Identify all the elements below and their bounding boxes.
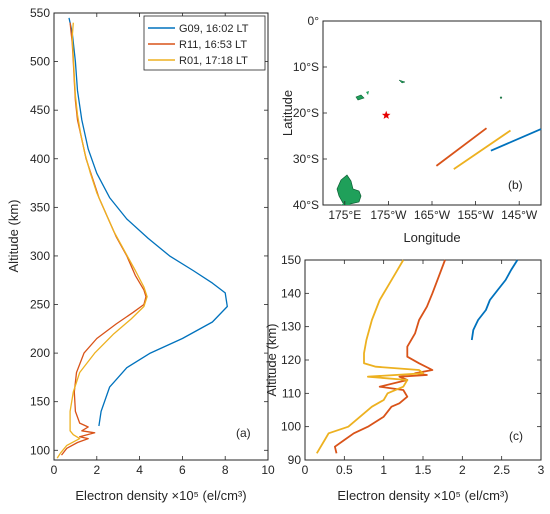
panel-b-ytick-label: 0°	[308, 14, 320, 28]
panel-a-ytick-label: 400	[30, 152, 50, 166]
panel-c-ytick-label: 120	[281, 353, 301, 367]
panel-a-label: (a)	[236, 426, 251, 440]
panel-a-xtick-label: 8	[222, 463, 229, 477]
panel-c-ytick-label: 150	[281, 253, 301, 267]
legend-entry-r11: R11, 16:53 LT	[179, 39, 247, 51]
legend: G09, 16:02 LT R11, 16:53 LT R01, 17:18 L…	[143, 15, 266, 71]
panel-a-xtick-label: 2	[93, 463, 100, 477]
panel-b-xtick-label: 165°W	[414, 208, 451, 222]
panel-b-xtick-label: 175°W	[370, 208, 407, 222]
panel-a-ytick-label: 550	[30, 6, 50, 20]
panel-a-ytick-label: 150	[30, 395, 50, 409]
panel-c-series-r11	[334, 259, 446, 454]
legend-box	[143, 15, 266, 71]
legend-entry-g09: G09, 16:02 LT	[179, 23, 249, 35]
panel-c-xtick-label: 2	[459, 463, 466, 477]
new-zealand-south-landmass	[341, 201, 351, 205]
samoa-landmass	[398, 79, 406, 84]
new-zealand-landmass	[336, 174, 362, 205]
panel-b-frame	[322, 20, 542, 206]
panel-c-ytick-label: 130	[281, 320, 301, 334]
panel-b-ytick-label: 20°S	[293, 106, 319, 120]
panel-c-xtick-label: 1.5	[415, 463, 432, 477]
fiji-landmass	[355, 94, 365, 101]
track-r01	[453, 129, 512, 170]
legend-entry-r01: R01, 17:18 LT	[179, 55, 248, 67]
panel-c-ylabel: Altitude (km)	[264, 324, 279, 397]
panel-a-ytick-label: 450	[30, 103, 50, 117]
panel-b-xtick-label: 175°E	[328, 208, 361, 222]
panel-b-xlabel: Longitude	[403, 230, 460, 245]
panel-a-xtick-label: 10	[261, 463, 275, 477]
panel-b-ytick-label: 10°S	[293, 60, 319, 74]
panel-c-xtick-label: 1	[380, 463, 387, 477]
fiji-islet	[366, 91, 369, 95]
land-masses	[336, 79, 503, 205]
panel-b-xtick-label: 155°W	[458, 208, 495, 222]
panel-c-series-g09	[470, 259, 519, 341]
panel-a-frame	[53, 12, 269, 461]
panel-a-ytick-label: 500	[30, 55, 50, 69]
panel-c-xtick-label: 2.5	[493, 463, 510, 477]
panel-a-ytick-label: 100	[30, 443, 50, 457]
panel-c-ytick-label: 140	[281, 286, 301, 300]
panel-a-xlabel: Electron density ×10⁵ (el/cm³)	[75, 488, 246, 503]
panel-a: 0 2 4 6 8 10 100 150 200 250 300 350 400 450 500 550 (a…	[6, 6, 275, 503]
panel-c-xtick-label: 3	[538, 463, 545, 477]
panel-a-ylabel: Altitude (km)	[6, 200, 21, 273]
panel-b-label: (b)	[508, 178, 523, 192]
panel-a-ytick-label: 200	[30, 346, 50, 360]
panel-c-ytick-label: 110	[282, 386, 301, 400]
panel-a-ytick-label: 250	[30, 298, 50, 312]
panel-b-ytick-label: 30°S	[293, 152, 319, 166]
panel-a-xtick-label: 0	[51, 463, 58, 477]
panel-c: 0 0.5 1 1.5 2 2.5 3 90 100 110 120 130 140 150 (c) El…	[264, 253, 545, 503]
panel-c-xtick-label: 0	[302, 463, 309, 477]
panel-c-ytick-label: 100	[281, 420, 301, 434]
panel-c-label: (c)	[509, 429, 523, 443]
panel-a-series-r01	[56, 22, 148, 459]
panel-c-series-r01	[316, 259, 424, 454]
panel-b-ytick-label: 40°S	[293, 198, 319, 212]
panel-c-xtick-label: 0.5	[336, 463, 353, 477]
track-g09	[490, 128, 542, 152]
panel-c-ytick-label: 90	[288, 453, 302, 467]
small-island	[499, 96, 503, 100]
panel-a-series-g09	[68, 17, 228, 427]
panel-c-xlabel: Electron density ×10⁵ (el/cm³)	[337, 488, 508, 503]
panel-a-ytick-label: 350	[30, 200, 50, 214]
panel-b-xtick-label: 145°W	[501, 208, 538, 222]
panel-a-xtick-label: 6	[179, 463, 186, 477]
track-r11	[435, 127, 488, 167]
epicenter-star-icon	[381, 110, 391, 119]
panel-a-ytick-label: 300	[30, 249, 50, 263]
panel-b-ylabel: Latitude	[280, 90, 295, 136]
panel-b-map: 175°E 175°W 165°W 155°W 145°W 0° 10°S 20°S 30°S 4…	[280, 14, 542, 245]
panel-a-xtick-label: 4	[136, 463, 143, 477]
